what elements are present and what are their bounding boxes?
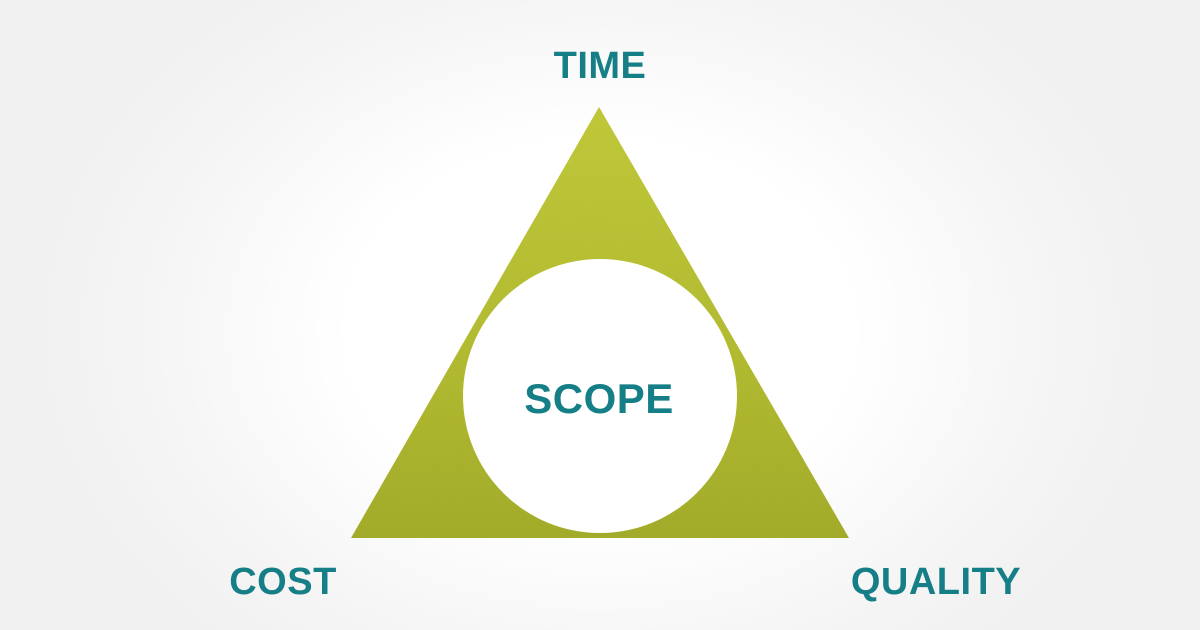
quality-label: QUALITY: [850, 561, 1022, 603]
scope-circle: [463, 259, 737, 533]
time-label: TIME: [553, 45, 647, 87]
scope-label: SCOPE: [524, 375, 674, 422]
cost-label: COST: [229, 561, 337, 603]
